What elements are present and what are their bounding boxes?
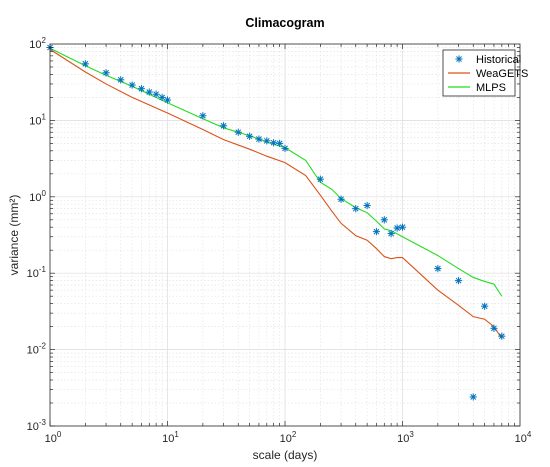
data-point-historical [163,96,172,104]
chart-title: Climacogram [245,16,324,30]
y-tick-label: 10-1 [27,265,47,280]
data-point-historical [276,139,284,147]
data-point-historical [117,76,125,84]
data-point-historical [387,229,395,238]
y-tick-label: 100 [29,189,46,204]
data-point-historical [498,332,506,340]
legend-item-mlps: MLPS [448,82,506,94]
data-point-historical [398,223,407,231]
data-point-historical [337,195,345,203]
y-axis-label: variance (mm²) [7,195,21,276]
data-point-historical [137,85,146,93]
legend-item-historical: Historical [455,54,521,66]
data-point-historical [481,302,489,310]
legend: Historical WeaGETS MLPS [442,49,528,97]
tick-marks [49,44,520,427]
data-point-historical [316,175,324,183]
series-line-weagets [49,48,503,339]
x-tick-label: 100 [45,430,62,445]
y-tick-label: 102 [29,36,46,51]
data-point-historical [434,264,442,273]
data-point-historical [246,132,254,140]
grid [50,44,520,426]
data-point-historical [363,201,371,210]
data-point-historical [352,205,360,213]
y-tick-label: 101 [29,112,46,127]
legend-label: Historical [476,54,521,66]
data-point-historical [263,137,271,145]
data-point-historical [372,228,381,236]
legend-item-weagets: WeaGETS [448,68,528,80]
legend-label: WeaGETS [476,68,528,80]
data-point-historical [81,60,89,68]
tick-labels: 100 101 102 103 104 102 101 100 10-1 10-2 10-3 [27,36,532,445]
data-point-historical [454,277,463,285]
y-tick-label: 10-3 [27,418,47,433]
legend-marker [455,55,463,63]
data-point-historical [102,69,110,77]
x-axis-label: scale (days) [253,448,318,462]
data-point-historical [380,216,388,224]
data-point-historical [469,393,477,401]
x-tick-label: 101 [162,430,179,445]
legend-label: MLPS [476,82,506,94]
data-point-historical [393,224,401,232]
data-point-historical [490,324,498,332]
data-point-historical [152,90,160,98]
series-line-mlps [49,47,503,297]
data-point-historical [158,93,166,102]
data-point-historical [145,88,153,96]
data-point-historical [199,112,207,120]
data-point-historical [255,135,263,143]
y-tick-label: 10-2 [27,342,47,357]
data-point-historical [270,139,278,147]
data-point-historical [219,122,228,130]
x-tick-label: 104 [515,430,532,445]
x-tick-label: 102 [280,430,297,445]
series-layer [46,43,506,401]
data-point-historical [128,81,136,89]
data-point-historical [281,144,289,153]
x-tick-label: 103 [397,430,414,445]
data-point-historical [234,128,242,136]
